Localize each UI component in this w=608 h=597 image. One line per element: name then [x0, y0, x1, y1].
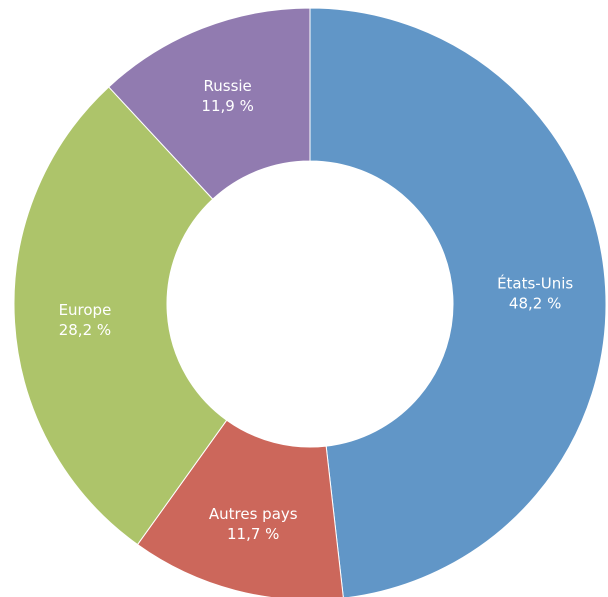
- slice-value-label-europe: 28,2 %: [59, 321, 111, 339]
- slice-label-etats-unis: États-Unis: [497, 273, 573, 292]
- slice-label-europe: Europe: [59, 301, 112, 319]
- slice-value-label-etats-unis: 48,2 %: [509, 294, 561, 312]
- slice-label-autres-pays: Autres pays: [209, 505, 298, 523]
- slice-europe: [13, 86, 228, 546]
- slice-etats-unis: [309, 7, 607, 597]
- slice-value-label-autres-pays: 11,7 %: [227, 525, 279, 543]
- slice-autres-pays: [136, 419, 344, 597]
- slice-label-russie: Russie: [204, 77, 252, 95]
- slices-layer: [13, 7, 607, 597]
- labels-layer: États-Unis 48,2 % Autres pays 11,7 % Europe 2…: [59, 77, 574, 543]
- slice-value-label-russie: 11,9 %: [201, 97, 253, 115]
- slice-russie: [108, 7, 311, 200]
